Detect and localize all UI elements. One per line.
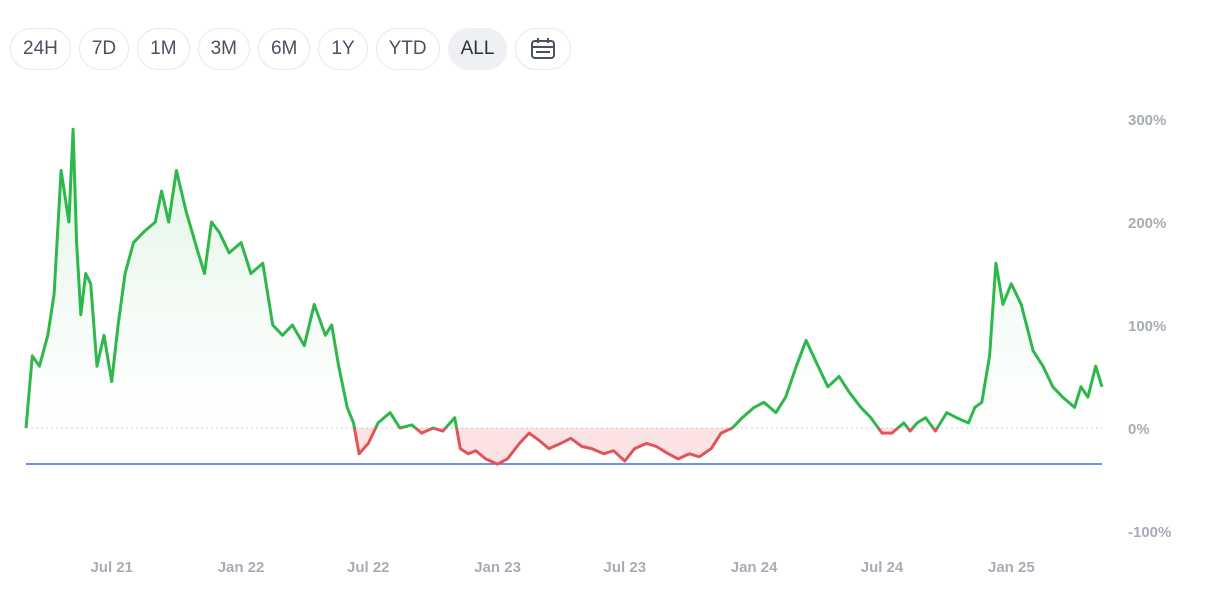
y-axis-ticks: 300% 200% 100% 0% -100% bbox=[1128, 112, 1171, 541]
x-tick-label: Jul 22 bbox=[347, 559, 390, 576]
x-tick-label: Jul 21 bbox=[90, 559, 133, 576]
positive-area bbox=[26, 129, 1102, 428]
y-tick-label: 0% bbox=[1128, 421, 1150, 438]
range-button-all[interactable]: ALL bbox=[447, 28, 508, 70]
calendar-icon bbox=[531, 38, 556, 59]
y-tick-label: 300% bbox=[1128, 112, 1166, 129]
x-tick-label: Jan 25 bbox=[988, 559, 1035, 576]
y-tick-label: 100% bbox=[1128, 318, 1166, 335]
chart-fill-areas bbox=[26, 129, 1102, 465]
x-tick-label: Jan 23 bbox=[474, 559, 521, 576]
calendar-button[interactable] bbox=[515, 28, 572, 70]
range-button-7d[interactable]: 7D bbox=[78, 28, 130, 70]
range-button-24h[interactable]: 24H bbox=[10, 28, 71, 70]
chart-series-lines bbox=[24, 127, 1104, 466]
x-tick-label: Jul 24 bbox=[861, 559, 904, 576]
time-range-toolbar: 24H 7D 1M 3M 6M 1Y YTD ALL bbox=[10, 27, 572, 71]
series-line-positive bbox=[24, 127, 1104, 428]
range-button-6m[interactable]: 6M bbox=[257, 28, 311, 70]
range-button-3m[interactable]: 3M bbox=[197, 28, 250, 70]
series-line-negative bbox=[26, 428, 940, 466]
x-tick-label: Jan 24 bbox=[731, 559, 778, 576]
y-tick-label: -100% bbox=[1128, 524, 1171, 541]
range-button-1m[interactable]: 1M bbox=[137, 28, 190, 70]
x-tick-label: Jul 23 bbox=[604, 559, 647, 576]
range-button-ytd[interactable]: YTD bbox=[375, 28, 440, 70]
x-tick-label: Jan 22 bbox=[218, 559, 265, 576]
range-button-1y[interactable]: 1Y bbox=[318, 28, 368, 70]
x-axis-ticks: Jul 21 Jan 22 Jul 22 Jan 23 Jul 23 Jan 24 Jul … bbox=[90, 559, 1034, 576]
y-tick-label: 200% bbox=[1128, 215, 1166, 232]
negative-area bbox=[26, 428, 1102, 465]
